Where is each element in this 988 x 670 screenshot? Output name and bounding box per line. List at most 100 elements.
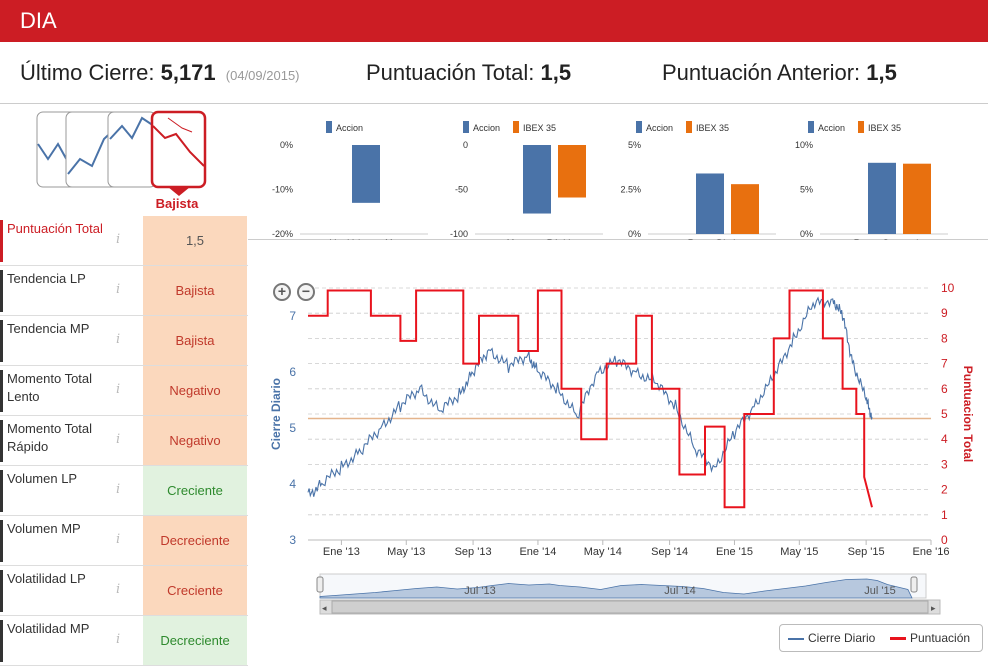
small-charts: Accion 0% -10% -20% Var. Volumen Mes Accion IB… (248, 104, 988, 248)
legend-swatch (326, 121, 332, 133)
indicator-value: Creciente (143, 466, 247, 515)
main-chart: 0 1 2 3 4 5 6 7 8 9 10 3 4 5 6 7 Cierre Diario Puntuacion… (248, 264, 988, 665)
info-icon[interactable]: i (116, 232, 121, 247)
top-bar: DIA (0, 0, 988, 42)
legend-label[interactable]: Accion (473, 123, 500, 133)
y-tick-label: 0% (628, 229, 641, 239)
legend-cierre[interactable]: Cierre Diario (788, 631, 875, 645)
total-score-value: 1,5 (540, 60, 572, 85)
x-tick-label: May '13 (387, 546, 425, 558)
trend-option-3[interactable] (107, 111, 157, 188)
right-tick-label: 9 (941, 306, 948, 320)
last-close: Último Cierre: 5,171 (04/09/2015) (20, 60, 300, 86)
y-tick-label: -20% (272, 229, 293, 239)
total-score-label: Puntuación Total: (366, 60, 535, 85)
info-icon[interactable]: i (116, 582, 121, 597)
navigator-label: Jul '13 (464, 585, 495, 597)
navigator-handle-right[interactable] (910, 576, 918, 593)
right-tick-label: 1 (941, 508, 948, 522)
bar-chart-2: Accion IBEX 35 0 -50 -100 Momento Rápido (450, 121, 603, 248)
info-icon[interactable]: i (116, 382, 121, 397)
x-tick-label: May '14 (584, 546, 622, 558)
indicator-label: Volumen LP (0, 470, 118, 512)
info-icon[interactable]: i (116, 482, 121, 497)
bar-ibex-35[interactable] (558, 145, 586, 198)
y-tick-label: -50 (455, 185, 468, 195)
left-axis-label: Cierre Diario (269, 378, 283, 450)
navigator[interactable]: Jul '13 Jul '14 Jul '15 (316, 573, 927, 599)
y-tick-label: -100 (450, 229, 468, 239)
bar-chart-1: Accion 0% -10% -20% Var. Volumen Mes (272, 121, 428, 248)
legend-label[interactable]: Accion (336, 123, 363, 133)
legend-swatch (636, 121, 642, 133)
right-tick-label: 8 (941, 331, 948, 345)
bar-ibex-35[interactable] (731, 184, 759, 234)
chart-title: Momento Rápido (507, 238, 576, 240)
legend-label[interactable]: Accion (646, 123, 673, 133)
legend-cierre-swatch (788, 637, 804, 640)
left-tick-label: 4 (289, 477, 296, 491)
info-icon[interactable]: i (116, 532, 121, 547)
indicator-row: Momento Total Rápido i Negativo (0, 416, 248, 466)
zoom-out-icon[interactable]: − (297, 283, 315, 301)
navigator-label: Jul '14 (664, 585, 695, 597)
legend-label[interactable]: IBEX 35 (523, 123, 556, 133)
bar-accion[interactable] (868, 162, 896, 234)
x-tick-label: Ene '15 (716, 546, 753, 558)
total-score: Puntuación Total: 1,5 (366, 60, 571, 86)
trend-selector: Bajista (36, 110, 207, 211)
indicator-value: Creciente (143, 566, 247, 615)
legend-puntuacion[interactable]: Puntuación (890, 631, 970, 645)
chart-title: Rango Diario (688, 238, 741, 240)
right-axis-label: Puntuacion Total (961, 366, 975, 462)
bar-accion[interactable] (523, 145, 551, 214)
indicator-label: Puntuación Total (0, 220, 118, 262)
indicator-label: Volatilidad MP (0, 620, 118, 662)
series-cierre-diario[interactable] (307, 296, 873, 498)
legend-swatch (463, 121, 469, 133)
indicator-label: Tendencia LP (0, 270, 118, 312)
last-close-label: Último Cierre: (20, 60, 155, 85)
indicator-label: Tendencia MP (0, 320, 118, 362)
indicator-value: Bajista (143, 316, 247, 365)
selected-trend-label: Bajista (156, 196, 199, 211)
legend-swatch (686, 121, 692, 133)
right-tick-label: 0 (941, 533, 948, 547)
legend-label[interactable]: Accion (818, 123, 845, 133)
left-tick-label: 5 (289, 421, 296, 435)
info-icon[interactable]: i (116, 332, 121, 347)
y-tick-label: 5% (800, 185, 813, 195)
indicator-value: Decreciente (143, 616, 247, 665)
x-tick-label: Sep '15 (848, 546, 885, 558)
navigator-handle-left[interactable] (316, 576, 324, 593)
indicator-panel: Bajista Puntuación Total i 1,5 Tendencia LP… (0, 104, 248, 666)
legend-label[interactable]: IBEX 35 (696, 123, 729, 133)
left-tick-label: 3 (289, 533, 296, 547)
bar-chart-4: Accion IBEX 35 10% 5% 0% Rango Semanal (795, 121, 948, 248)
trend-option-bajista[interactable] (150, 110, 207, 196)
info-icon[interactable]: i (116, 632, 121, 647)
legend-swatch (808, 121, 814, 133)
bar-chart-3: Accion IBEX 35 5% 2.5% 0% Rango Diario (620, 121, 776, 248)
indicator-row: Puntuación Total i 1,5 (0, 216, 248, 266)
bar-accion[interactable] (352, 145, 380, 203)
info-icon[interactable]: i (116, 432, 121, 447)
y-tick-label: 0% (280, 140, 293, 150)
scroll-left-icon[interactable]: ◂ (322, 603, 327, 613)
zoom-in-icon[interactable]: + (273, 283, 291, 301)
bar-ibex-35[interactable] (903, 163, 931, 234)
last-close-date: (04/09/2015) (225, 68, 300, 83)
bar-accion[interactable] (696, 173, 724, 234)
info-icon[interactable]: i (116, 282, 121, 297)
series-puntuacion[interactable] (308, 289, 873, 509)
scroll-right-icon[interactable]: ▸ (931, 603, 936, 613)
navigator-area (319, 578, 913, 599)
scrollbar-thumb[interactable] (331, 600, 929, 614)
ticker-title: DIA (20, 8, 57, 33)
indicator-value: Negativo (143, 366, 247, 415)
legend-label[interactable]: IBEX 35 (868, 123, 901, 133)
indicator-value: Decreciente (143, 516, 247, 565)
right-tick-label: 7 (941, 357, 948, 371)
right-tick-label: 2 (941, 483, 948, 497)
indicator-label: Momento Total Lento (0, 370, 118, 412)
